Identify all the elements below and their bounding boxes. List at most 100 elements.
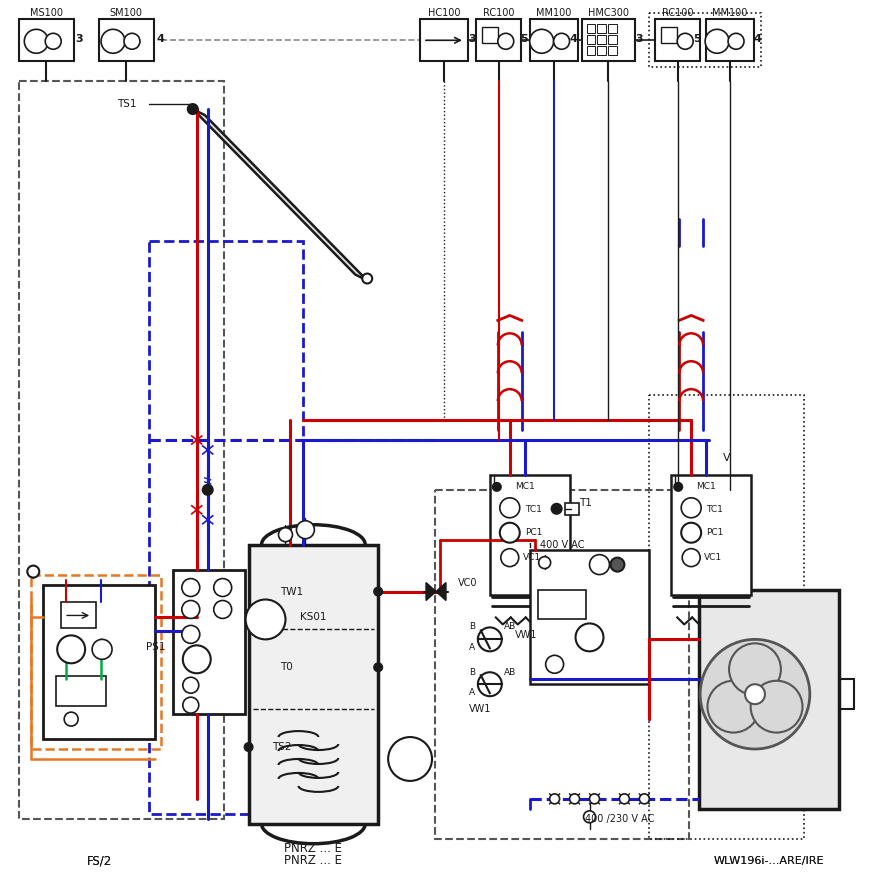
Bar bbox=[61, 603, 96, 628]
Text: PC1: PC1 bbox=[706, 528, 724, 537]
Bar bbox=[650, 13, 761, 67]
Text: 3: 3 bbox=[468, 35, 476, 44]
Bar bbox=[173, 570, 245, 714]
Circle shape bbox=[124, 34, 140, 50]
Text: 3: 3 bbox=[636, 35, 644, 44]
Text: VW1: VW1 bbox=[514, 630, 537, 641]
Bar bbox=[99, 19, 153, 61]
Circle shape bbox=[27, 566, 39, 578]
Bar bbox=[597, 46, 606, 55]
Circle shape bbox=[214, 601, 232, 619]
Bar bbox=[249, 544, 378, 824]
Text: TC1: TC1 bbox=[525, 505, 542, 514]
Bar bbox=[19, 19, 74, 61]
Text: MC1: MC1 bbox=[696, 482, 716, 491]
Circle shape bbox=[478, 673, 501, 696]
Circle shape bbox=[183, 697, 199, 713]
Circle shape bbox=[619, 794, 630, 804]
Circle shape bbox=[501, 549, 519, 566]
Circle shape bbox=[700, 639, 810, 749]
Circle shape bbox=[65, 712, 78, 726]
Polygon shape bbox=[193, 109, 367, 281]
Text: VC0: VC0 bbox=[458, 578, 478, 588]
Bar bbox=[609, 24, 617, 34]
Bar bbox=[587, 35, 596, 44]
Circle shape bbox=[728, 34, 744, 50]
Circle shape bbox=[182, 579, 200, 596]
Text: 400 V AC: 400 V AC bbox=[540, 540, 584, 550]
Text: TC1: TC1 bbox=[706, 505, 723, 514]
Text: AB: AB bbox=[504, 668, 516, 677]
Text: MM100: MM100 bbox=[712, 8, 748, 19]
Text: MS100: MS100 bbox=[30, 8, 63, 19]
Circle shape bbox=[203, 485, 213, 495]
Circle shape bbox=[183, 677, 199, 693]
Text: B: B bbox=[469, 668, 475, 677]
Text: PNRZ ... E: PNRZ ... E bbox=[284, 854, 343, 867]
Circle shape bbox=[92, 639, 112, 659]
Text: A: A bbox=[469, 643, 475, 652]
Text: TW1: TW1 bbox=[281, 587, 303, 596]
Circle shape bbox=[682, 549, 700, 566]
Text: HC100: HC100 bbox=[428, 8, 460, 19]
Circle shape bbox=[246, 599, 285, 639]
Circle shape bbox=[183, 645, 211, 673]
Bar bbox=[582, 19, 636, 61]
Text: TS2: TS2 bbox=[273, 742, 292, 752]
Circle shape bbox=[388, 737, 432, 781]
Bar bbox=[706, 19, 754, 61]
Text: 5: 5 bbox=[520, 35, 528, 44]
Text: WLW196i-...ARE/IRE: WLW196i-...ARE/IRE bbox=[713, 856, 824, 866]
Text: MM100: MM100 bbox=[536, 8, 571, 19]
Bar bbox=[650, 395, 804, 839]
Text: AB: AB bbox=[504, 622, 516, 631]
Text: HMC300: HMC300 bbox=[588, 8, 629, 19]
Bar bbox=[699, 589, 839, 809]
Text: WLW196i-...ARE/IRE: WLW196i-...ARE/IRE bbox=[713, 856, 824, 866]
Text: PNRZ ... E: PNRZ ... E bbox=[284, 843, 343, 855]
Circle shape bbox=[45, 34, 61, 50]
Bar bbox=[587, 46, 596, 55]
Text: B: B bbox=[469, 622, 475, 631]
Circle shape bbox=[589, 794, 599, 804]
Circle shape bbox=[674, 483, 682, 491]
Circle shape bbox=[539, 557, 550, 568]
Circle shape bbox=[214, 579, 232, 596]
Text: PC1: PC1 bbox=[525, 528, 542, 537]
Circle shape bbox=[639, 794, 650, 804]
Text: PS1: PS1 bbox=[146, 643, 166, 652]
Circle shape bbox=[374, 588, 382, 596]
Text: VC1: VC1 bbox=[705, 553, 722, 562]
Text: V: V bbox=[723, 453, 731, 463]
Circle shape bbox=[610, 558, 624, 572]
Text: SM100: SM100 bbox=[110, 8, 142, 19]
Bar bbox=[149, 241, 303, 814]
Circle shape bbox=[478, 627, 501, 651]
Circle shape bbox=[296, 520, 315, 539]
Circle shape bbox=[552, 504, 562, 514]
Circle shape bbox=[245, 743, 253, 751]
Circle shape bbox=[583, 811, 596, 823]
Bar bbox=[420, 19, 468, 61]
Bar bbox=[655, 19, 700, 61]
Bar bbox=[609, 35, 617, 44]
Circle shape bbox=[182, 626, 200, 643]
Bar bbox=[435, 490, 689, 839]
Circle shape bbox=[500, 523, 520, 543]
Circle shape bbox=[681, 498, 701, 518]
Bar bbox=[538, 589, 585, 620]
Circle shape bbox=[569, 794, 580, 804]
Polygon shape bbox=[436, 582, 446, 601]
Bar bbox=[476, 19, 521, 61]
Bar bbox=[529, 550, 650, 684]
Bar bbox=[597, 24, 606, 34]
Text: T1: T1 bbox=[580, 497, 592, 508]
Bar bbox=[31, 574, 160, 749]
Bar bbox=[671, 475, 751, 595]
Bar bbox=[597, 35, 606, 44]
Polygon shape bbox=[426, 582, 436, 601]
Bar bbox=[44, 585, 155, 739]
Circle shape bbox=[24, 29, 48, 53]
Bar bbox=[529, 19, 577, 61]
Circle shape bbox=[374, 663, 382, 671]
